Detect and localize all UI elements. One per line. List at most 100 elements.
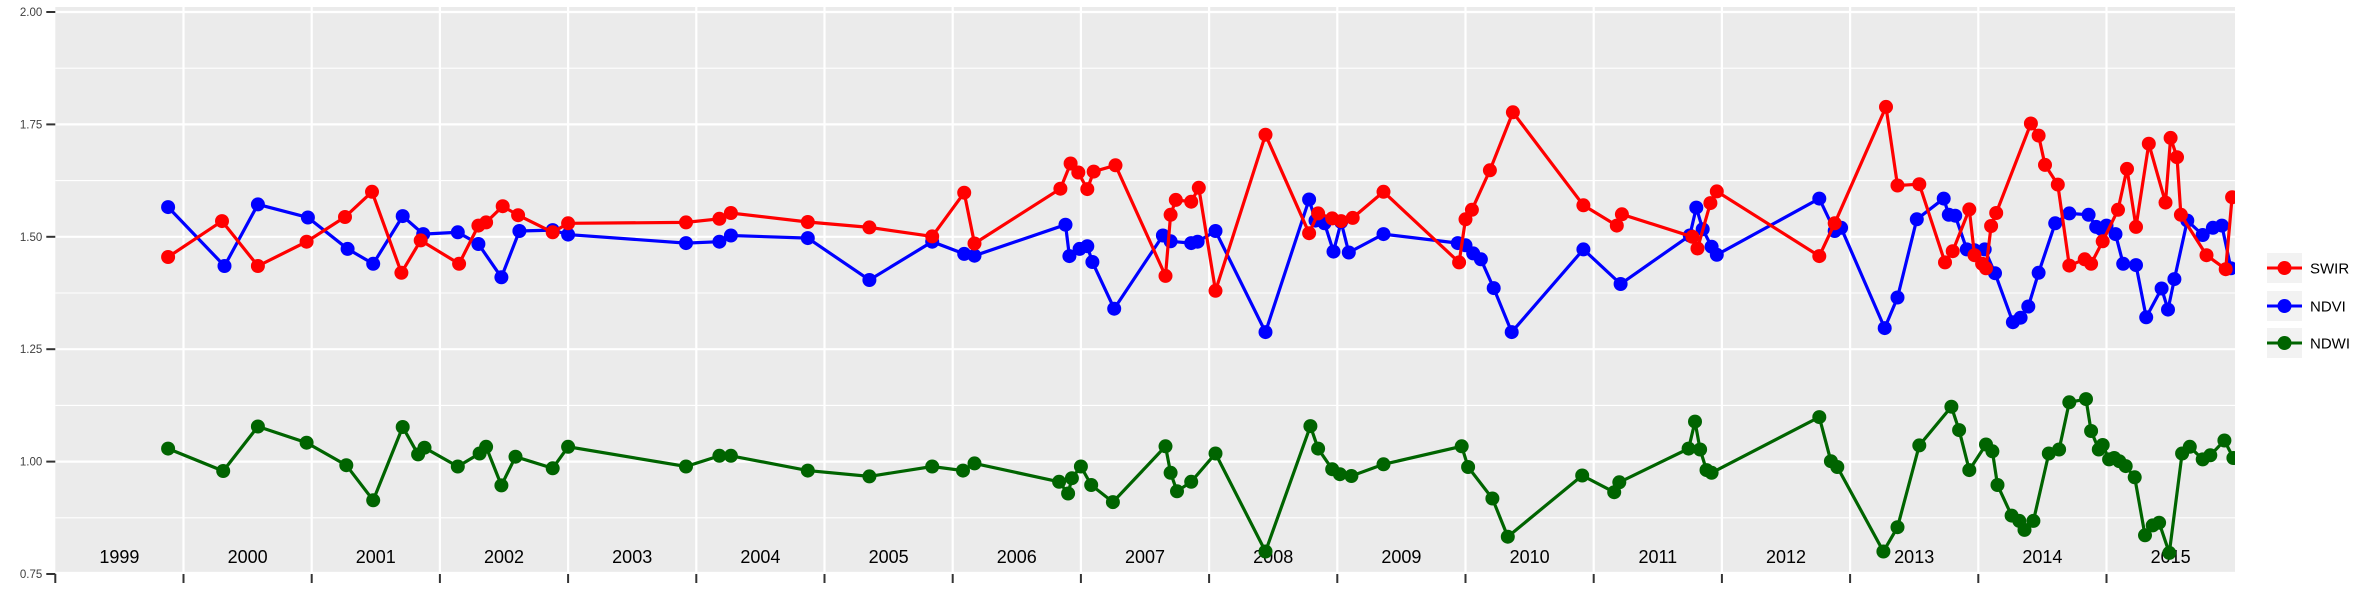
- series-point-ndvi: [712, 234, 727, 249]
- y-tick-label: 1.25: [20, 344, 42, 356]
- series-point-swir: [1080, 182, 1095, 197]
- series-point-swir: [800, 215, 815, 229]
- series-point-swir: [1989, 206, 2004, 220]
- series-point-ndvi: [1613, 277, 1628, 291]
- series-point-ndvi: [2031, 265, 2046, 280]
- series-point-ndvi: [2214, 218, 2229, 233]
- series-point-ndwi: [679, 459, 693, 474]
- series-point-ndwi: [925, 459, 940, 474]
- series-point-ndwi: [1311, 441, 1326, 456]
- series-point-swir: [561, 216, 576, 231]
- series-point-ndwi: [395, 420, 410, 434]
- series-point-ndwi: [1303, 419, 1318, 434]
- series-point-swir: [1302, 226, 1317, 241]
- series-point-ndvi: [1062, 249, 1077, 264]
- series-point-swir: [2084, 256, 2099, 271]
- series-point-ndwi: [1158, 439, 1173, 454]
- series-point-swir: [1576, 198, 1591, 213]
- series-point-ndwi: [299, 435, 314, 450]
- series-point-swir: [1984, 219, 1999, 233]
- series-point-swir: [1376, 184, 1391, 199]
- series-point-ndwi: [723, 448, 738, 463]
- series-point-swir: [1703, 196, 1718, 211]
- series-point-swir: [2038, 157, 2052, 172]
- series-point-ndvi: [1473, 252, 1488, 267]
- series-point-swir: [1482, 163, 1497, 178]
- series-point-ndvi: [1163, 234, 1178, 249]
- series-point-ndwi: [1990, 478, 2005, 492]
- series-point-ndvi: [2154, 281, 2169, 296]
- series-point-ndwi: [1830, 460, 1845, 474]
- series-point-swir: [1879, 99, 1893, 114]
- series-point-ndvi: [967, 248, 982, 263]
- series-point-ndvi: [1890, 290, 1905, 305]
- series-point-ndwi: [1344, 469, 1359, 483]
- series-point-ndwi: [1985, 444, 2000, 459]
- series-point-swir: [1505, 105, 1520, 120]
- x-tick-label: 2002: [484, 547, 524, 567]
- legend-label: NDWI: [2310, 336, 2350, 353]
- legend-item-swir: SWIR: [2267, 253, 2349, 283]
- series-point-swir: [1184, 194, 1199, 209]
- series-point-ndwi: [967, 456, 982, 471]
- series-point-ndvi: [561, 227, 576, 242]
- series-point-ndvi: [1909, 212, 1924, 227]
- series-point-ndvi: [2116, 256, 2131, 271]
- series-point-swir: [1053, 181, 1068, 196]
- panel-background: [55, 7, 2235, 574]
- series-point-swir: [338, 210, 352, 224]
- series-point-ndwi: [1952, 423, 1967, 438]
- series-point-ndwi: [450, 459, 465, 474]
- series-point-swir: [2173, 207, 2188, 222]
- series-point-ndvi: [512, 224, 527, 238]
- series-point-swir: [1945, 244, 1960, 259]
- series-point-ndvi: [471, 237, 486, 251]
- series-point-swir: [712, 211, 727, 226]
- series-point-swir: [2158, 195, 2173, 210]
- series-point-ndvi: [2129, 258, 2143, 273]
- series-point-ndwi: [2095, 438, 2110, 452]
- x-tick-label: 2014: [2022, 547, 2062, 567]
- legend-label: SWIR: [2310, 261, 2349, 278]
- series-point-swir: [1191, 180, 1206, 195]
- series-point-ndwi: [1163, 465, 1178, 480]
- series-point-ndvi: [2013, 310, 2028, 325]
- series-point-swir: [1938, 255, 1952, 270]
- series-point-ndwi: [2084, 424, 2099, 438]
- series-point-ndwi: [339, 458, 354, 473]
- series-point-ndwi: [2217, 433, 2232, 448]
- series-swir: [161, 99, 2235, 298]
- series-point-ndwi: [1962, 463, 1977, 478]
- series-point-ndwi: [2118, 459, 2133, 474]
- series-point-ndvi: [1326, 244, 1341, 259]
- series-point-ndvi: [161, 200, 176, 215]
- series-point-ndvi: [250, 197, 265, 212]
- series-point-swir: [1609, 218, 1624, 233]
- series-point-swir: [1464, 202, 1479, 217]
- series-point-ndwi: [417, 440, 432, 455]
- series-point-ndwi: [1454, 439, 1469, 454]
- series-point-ndvi: [1080, 239, 1095, 254]
- series-point-ndwi: [1704, 465, 1719, 480]
- legend-item-ndvi: NDVI: [2267, 291, 2346, 321]
- series-point-swir: [299, 234, 314, 249]
- series-point-swir: [1208, 283, 1223, 298]
- y-tick-label: 1.75: [20, 119, 42, 131]
- series-point-ndwi: [2026, 513, 2041, 528]
- series-point-swir: [1979, 261, 1993, 276]
- series-point-swir: [250, 259, 265, 273]
- series-point-swir: [2170, 150, 2184, 165]
- series-point-swir: [2129, 219, 2143, 234]
- series-point-swir: [1334, 214, 1349, 229]
- series-point-ndvi: [2108, 227, 2123, 242]
- series-point-ndvi: [1302, 192, 1317, 207]
- series-point-ndvi: [2021, 299, 2036, 314]
- series-point-ndwi: [1912, 438, 1927, 453]
- series-point-ndwi: [2062, 395, 2077, 410]
- series-point-ndvi: [366, 256, 381, 271]
- series-point-swir: [1163, 207, 1178, 222]
- series-point-ndwi: [2162, 545, 2177, 560]
- series-point-swir: [1812, 249, 1827, 264]
- series-point-ndvi: [2195, 228, 2210, 242]
